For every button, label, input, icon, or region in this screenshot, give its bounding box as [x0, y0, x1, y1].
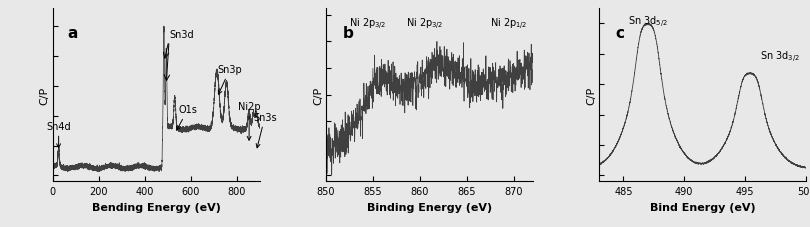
Text: Sn 3d$_{3/2}$: Sn 3d$_{3/2}$: [760, 50, 799, 65]
Text: Sn3d: Sn3d: [169, 29, 194, 39]
Text: a: a: [67, 26, 78, 41]
Text: Sn3s: Sn3s: [254, 112, 277, 148]
Text: O1s: O1s: [177, 105, 198, 131]
Y-axis label: C/P: C/P: [40, 86, 50, 104]
Text: Ni 2p$_{3/2}$: Ni 2p$_{3/2}$: [349, 17, 387, 32]
Y-axis label: C/P: C/P: [313, 86, 323, 104]
X-axis label: Bending Energy (eV): Bending Energy (eV): [92, 202, 220, 212]
X-axis label: Bind Energy (eV): Bind Energy (eV): [650, 202, 755, 212]
Text: Sn3p: Sn3p: [218, 64, 242, 95]
Text: Ni 2p$_{1/2}$: Ni 2p$_{1/2}$: [491, 17, 528, 32]
Text: c: c: [616, 26, 625, 41]
Y-axis label: C/P: C/P: [586, 86, 596, 104]
Text: Sn 3d$_{5/2}$: Sn 3d$_{5/2}$: [628, 15, 667, 30]
Text: Sn4d: Sn4d: [46, 121, 71, 148]
Text: Ni2p: Ni2p: [238, 102, 261, 141]
Text: Ni 2p$_{3/2}$: Ni 2p$_{3/2}$: [406, 17, 443, 32]
X-axis label: Binding Energy (eV): Binding Energy (eV): [367, 202, 492, 212]
Text: b: b: [343, 26, 353, 41]
